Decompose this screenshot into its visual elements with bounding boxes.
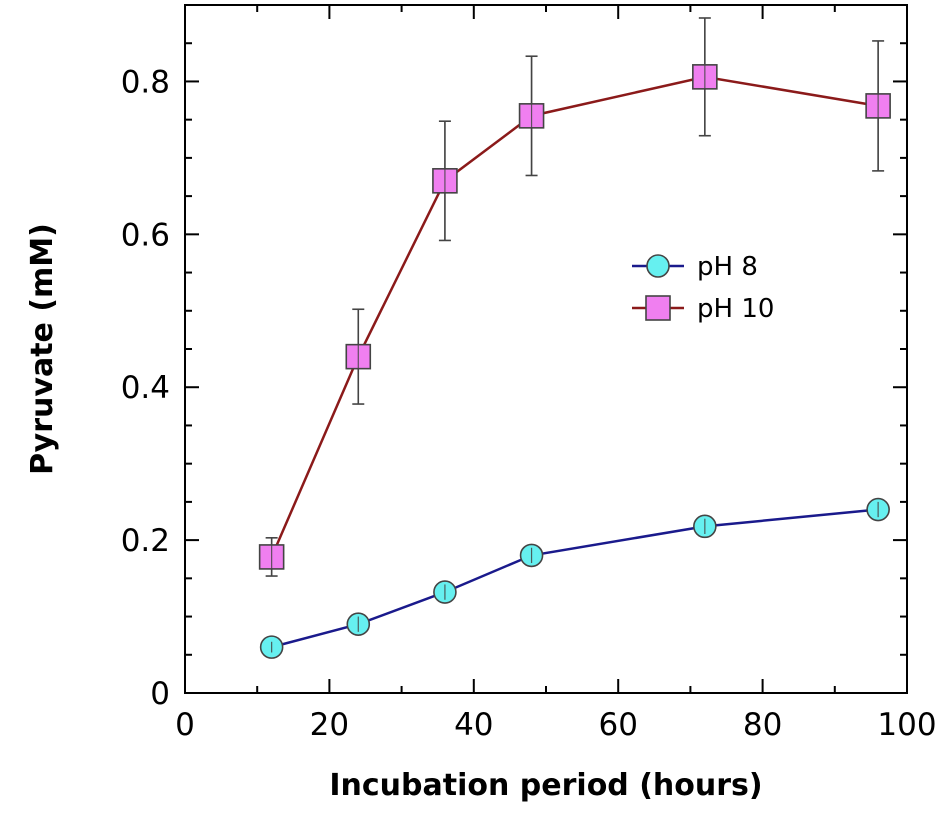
x-tick-label: 20	[310, 707, 349, 743]
legend: pH 8 pH 10	[632, 252, 774, 324]
y-tick-label: 0	[150, 676, 170, 712]
x-tick-label: 40	[454, 707, 493, 743]
series-line	[271, 508, 879, 649]
y-tick-label: 0.6	[121, 217, 170, 253]
x-axis-title: Incubation period (hours)	[329, 768, 762, 803]
x-tick-label: 80	[743, 707, 782, 743]
axis-ticks	[184, 4, 908, 694]
y-tick-label: 0.4	[121, 370, 170, 406]
plot-area-frame	[184, 4, 908, 694]
x-tick-label: 60	[598, 707, 637, 743]
y-tick-label: 0.8	[121, 64, 170, 100]
legend-entry: pH 8	[632, 252, 758, 282]
series-line	[270, 75, 879, 558]
legend-label: pH 8	[697, 252, 758, 282]
tick-labels: 0 20 40 60 80 100 0 0.2 0.4 0.6 0.8	[121, 64, 937, 743]
legend-label: pH 10	[697, 294, 774, 324]
y-tick-label: 0.2	[121, 523, 170, 559]
legend-entry: pH 10	[632, 294, 774, 324]
series-layer	[258, 17, 891, 659]
series-ph-10	[258, 17, 891, 577]
y-axis-title: Pyruvate (mM)	[25, 223, 60, 475]
x-tick-label: 0	[175, 707, 195, 743]
x-tick-label: 100	[877, 707, 936, 743]
legend-marker	[645, 295, 671, 321]
series-ph-8	[259, 497, 890, 659]
legend-marker	[646, 254, 670, 278]
